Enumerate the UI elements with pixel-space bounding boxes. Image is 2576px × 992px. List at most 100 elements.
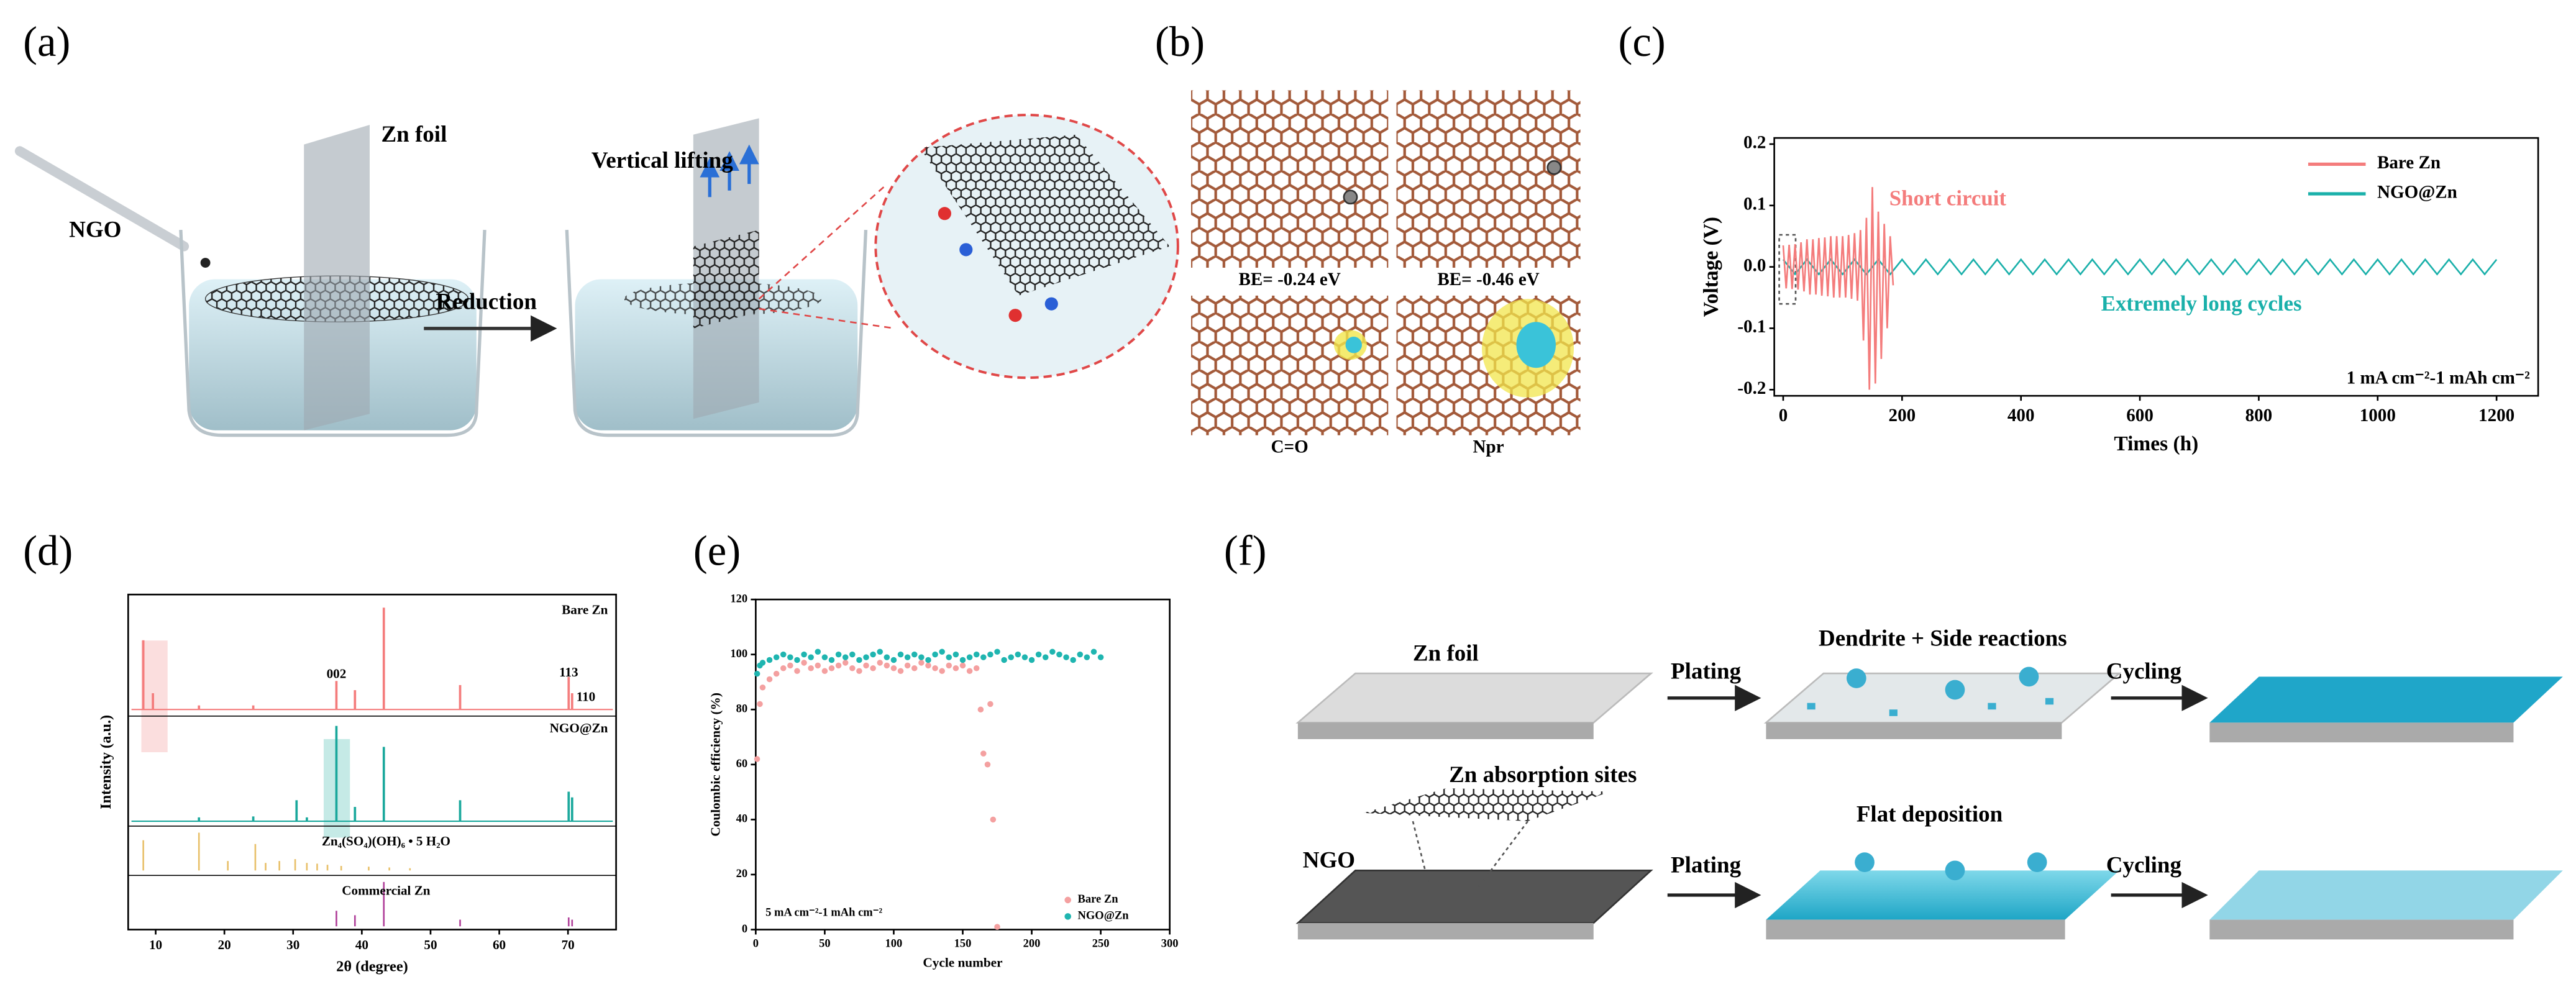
y-tick-label: 40 bbox=[736, 813, 748, 826]
point bbox=[1084, 654, 1090, 660]
point bbox=[828, 665, 835, 671]
x-tick-label: 50 bbox=[424, 937, 437, 952]
atom bbox=[1008, 309, 1022, 322]
point bbox=[987, 701, 993, 708]
dendrite bbox=[1807, 703, 1816, 710]
point bbox=[842, 654, 849, 660]
y-tick-label: 0.0 bbox=[1743, 255, 1766, 275]
y-tick-label: 120 bbox=[730, 593, 747, 605]
x-tick-label: 0 bbox=[753, 938, 759, 950]
x-tick-label: 100 bbox=[885, 938, 903, 950]
point bbox=[870, 665, 876, 671]
dendrite bbox=[1945, 680, 1965, 700]
point bbox=[835, 651, 842, 658]
point bbox=[863, 662, 869, 669]
point bbox=[1028, 657, 1035, 663]
point bbox=[925, 657, 931, 663]
series-label: Commercial Zn bbox=[342, 883, 431, 898]
panel-a: (a) Zn foil NGO Reduction Vertical lifti… bbox=[14, 18, 1179, 437]
point bbox=[759, 685, 766, 691]
label: Cycling bbox=[2106, 659, 2182, 685]
point bbox=[787, 662, 793, 669]
x-axis-label: 2θ (degree) bbox=[336, 958, 408, 975]
point bbox=[821, 654, 828, 660]
x-tick-label: 150 bbox=[954, 938, 972, 950]
point bbox=[1042, 654, 1049, 660]
label: Plating bbox=[1671, 659, 1742, 685]
series-label: Zn₄(SO₄)(OH)₆ • 5 H₂O bbox=[322, 834, 450, 849]
annotation: Extremely long cycles bbox=[2101, 291, 2302, 316]
series-label: NGO@Zn bbox=[550, 721, 608, 735]
label: BE= -0.24 eV bbox=[1238, 270, 1340, 289]
annotation: 113 bbox=[559, 665, 578, 680]
point bbox=[757, 701, 763, 708]
panel-f: (f) Zn foil Plating Dendrite + Side reac… bbox=[1224, 527, 2563, 940]
plot-frame bbox=[127, 593, 617, 931]
dendrite bbox=[2019, 667, 2039, 687]
point bbox=[808, 654, 814, 660]
slab bbox=[1297, 722, 1594, 739]
slab bbox=[1295, 672, 1653, 724]
dendrite bbox=[2045, 698, 2054, 705]
point bbox=[794, 668, 800, 674]
point bbox=[1015, 651, 1021, 658]
x-axis-label: Times (h) bbox=[2114, 432, 2198, 455]
point bbox=[984, 762, 991, 768]
point bbox=[884, 654, 890, 660]
annotation: Short circuit bbox=[1889, 186, 2007, 211]
y-tick-label: 60 bbox=[736, 758, 748, 770]
point bbox=[794, 657, 800, 663]
point bbox=[1035, 651, 1042, 658]
point bbox=[959, 662, 966, 669]
x-tick-label: 30 bbox=[286, 937, 299, 952]
label: Cycling bbox=[2106, 853, 2182, 878]
panel-label: (a) bbox=[23, 18, 70, 65]
point bbox=[980, 654, 987, 660]
point bbox=[780, 651, 787, 658]
point bbox=[759, 660, 766, 666]
point bbox=[877, 660, 883, 666]
point bbox=[808, 665, 814, 671]
point bbox=[801, 651, 807, 658]
y-tick-label: 0.2 bbox=[1743, 133, 1766, 153]
slab bbox=[1297, 922, 1594, 940]
point bbox=[977, 706, 984, 712]
point bbox=[911, 665, 918, 671]
y-tick-label: 80 bbox=[736, 703, 748, 715]
x-tick-label: 300 bbox=[1161, 938, 1179, 950]
label: C=O bbox=[1271, 437, 1309, 457]
x-tick-label: 200 bbox=[1889, 406, 1916, 425]
point bbox=[904, 654, 911, 660]
point bbox=[1008, 654, 1014, 660]
panel-label: (f) bbox=[1224, 527, 1267, 574]
point bbox=[835, 662, 842, 669]
label: Zn absorption sites bbox=[1449, 762, 1637, 788]
data-line bbox=[1782, 258, 2498, 276]
slab bbox=[2209, 676, 2563, 723]
y-tick-label: 0 bbox=[742, 923, 747, 935]
annotation: 110 bbox=[577, 689, 596, 704]
label: NGO bbox=[1303, 848, 1355, 873]
charge-density bbox=[1345, 337, 1362, 353]
slab bbox=[2209, 722, 2514, 743]
x-tick-label: 40 bbox=[355, 937, 368, 952]
lattice bbox=[1396, 90, 1581, 268]
point bbox=[897, 668, 904, 674]
dendrites bbox=[1807, 667, 2054, 716]
x-tick-label: 60 bbox=[493, 937, 506, 952]
point bbox=[918, 654, 925, 660]
point bbox=[932, 651, 938, 658]
point bbox=[1077, 651, 1084, 658]
point bbox=[952, 651, 959, 658]
panel-b: (b) BE= -0.24 eV BE= -0.46 eV C=O Npr bbox=[1155, 18, 1581, 457]
point bbox=[987, 651, 993, 658]
point bbox=[842, 660, 849, 666]
y-tick-label: 100 bbox=[730, 648, 747, 660]
point bbox=[849, 651, 856, 658]
slab bbox=[2209, 870, 2563, 920]
annotation: 002 bbox=[327, 667, 347, 681]
point bbox=[856, 657, 862, 663]
y-tick-label: -0.1 bbox=[1737, 317, 1766, 337]
point bbox=[1056, 651, 1062, 658]
